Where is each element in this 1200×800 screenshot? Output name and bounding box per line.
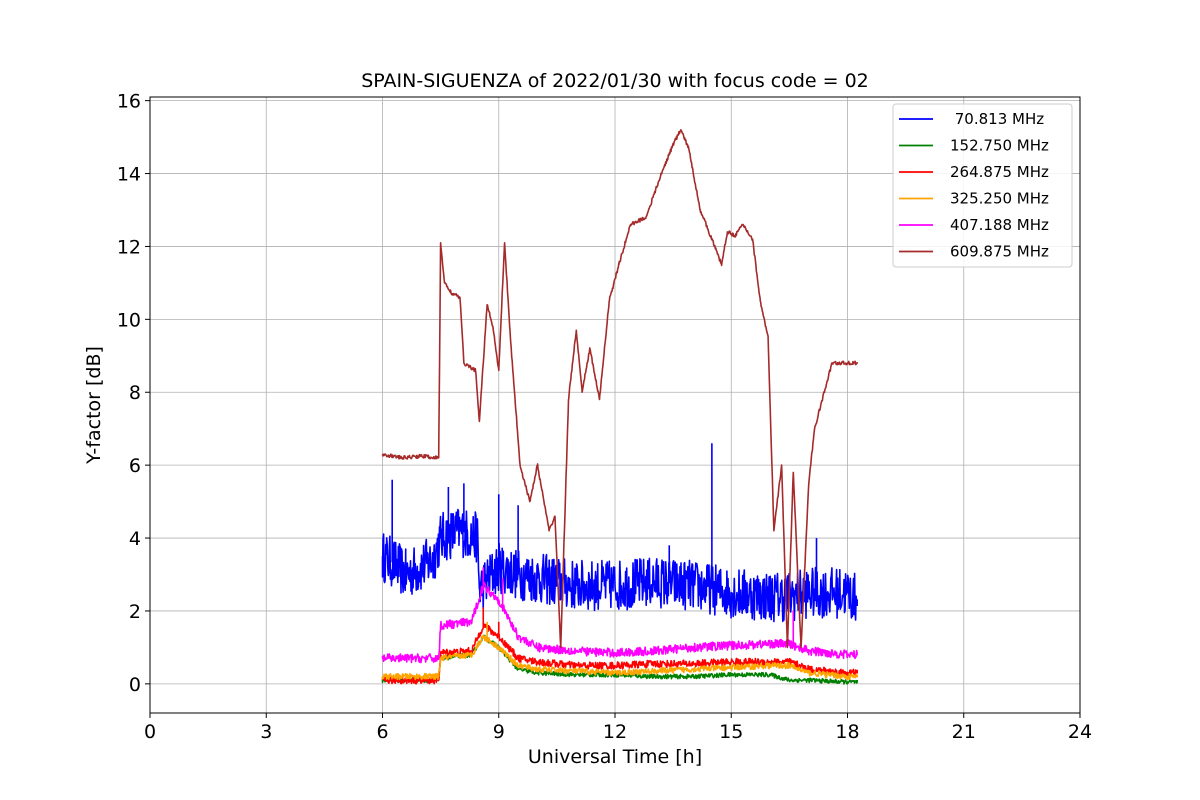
x-tick-label: 6	[376, 721, 388, 743]
x-tick-label: 12	[603, 721, 627, 743]
x-tick-label: 9	[493, 721, 505, 743]
series-line	[381, 634, 858, 681]
legend-entry-label: 609.875 MHz	[950, 243, 1049, 261]
series-line	[381, 581, 858, 664]
y-tick-label: 10	[117, 309, 141, 331]
y-tick-label: 14	[117, 164, 141, 186]
plot-area	[381, 129, 858, 685]
y-tick-label: 6	[129, 455, 141, 477]
y-tick-label: 8	[129, 382, 141, 404]
x-tick-label: 3	[260, 721, 272, 743]
legend-entry-label: 70.813 MHz	[950, 110, 1044, 128]
y-tick-label: 4	[129, 528, 141, 550]
series-line	[381, 129, 858, 649]
legend: 70.813 MHz 152.750 MHz 264.875 MHz 325.250 …	[892, 103, 1073, 268]
legend-entry-label: 152.750 MHz	[950, 137, 1049, 155]
legend-entry-label: 407.188 MHz	[950, 216, 1049, 234]
x-tick-label: 21	[952, 721, 976, 743]
y-tick-label: 16	[117, 91, 141, 113]
y-axis-label: Y-factor [dB]	[83, 346, 105, 465]
x-tick-label: 24	[1068, 721, 1092, 743]
legend-entry-label: 325.250 MHz	[950, 190, 1049, 208]
x-tick-label: 15	[719, 721, 743, 743]
x-tick-label: 0	[144, 721, 156, 743]
legend-box	[892, 103, 1073, 268]
x-tick-label: 18	[835, 721, 859, 743]
y-tick-label: 12	[117, 236, 141, 258]
chart-title: SPAIN-SIGUENZA of 2022/01/30 with focus …	[361, 70, 869, 92]
y-tick-label: 0	[129, 674, 141, 696]
legend-entry-label: 264.875 MHz	[950, 163, 1049, 181]
series-line	[381, 623, 858, 685]
y-tick-label: 2	[129, 601, 141, 623]
series-line	[381, 508, 858, 623]
x-axis-label: Universal Time [h]	[528, 746, 702, 768]
